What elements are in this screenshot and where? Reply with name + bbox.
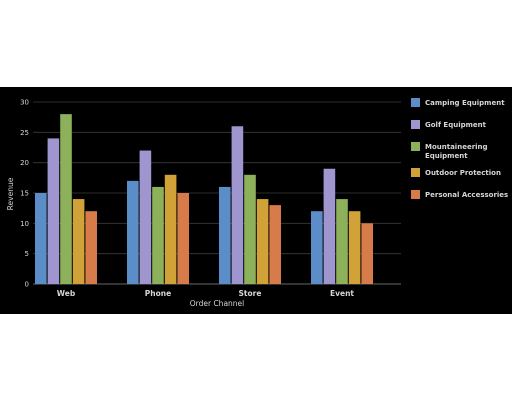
bar xyxy=(73,199,85,284)
legend-label: Outdoor Protection xyxy=(425,169,501,177)
bar xyxy=(219,187,231,284)
x-category-label: Web xyxy=(57,289,76,298)
y-tick-label: 20 xyxy=(20,159,29,167)
legend-label: Camping Equipment xyxy=(425,99,505,107)
legend: Camping Equipment Golf Equipment Mountaine… xyxy=(411,98,508,199)
bar xyxy=(336,199,348,284)
bar xyxy=(140,151,152,284)
bar xyxy=(177,193,189,284)
legend-swatch xyxy=(411,190,420,199)
bar xyxy=(60,114,72,284)
chart-panel: 0 5 10 15 20 25 30 Web Phone Store Event Revenue … xyxy=(0,87,512,314)
x-category-label: Store xyxy=(239,289,262,298)
bar xyxy=(361,223,373,284)
bar xyxy=(324,169,336,284)
bar xyxy=(244,175,256,284)
y-tick-label: 15 xyxy=(20,190,29,198)
legend-label: Mountaineering Equipment xyxy=(425,143,488,160)
y-tick-labels: 0 5 10 15 20 25 30 xyxy=(20,99,29,289)
legend-swatch xyxy=(411,142,420,151)
legend-label: Golf Equipment xyxy=(425,121,487,129)
legend-swatch xyxy=(411,120,420,129)
bar xyxy=(127,181,139,284)
y-tick-label: 5 xyxy=(25,250,29,258)
x-category-labels: Web Phone Store Event xyxy=(57,289,355,298)
bars xyxy=(35,114,373,284)
bar xyxy=(269,205,281,284)
bar xyxy=(48,138,60,284)
bar xyxy=(85,211,97,284)
bar xyxy=(257,199,269,284)
y-axis-title: Revenue xyxy=(6,177,15,210)
bar xyxy=(165,175,177,284)
bar xyxy=(349,211,361,284)
y-tick-label: 30 xyxy=(20,99,29,107)
x-axis-title: Order Channel xyxy=(190,299,245,308)
x-category-label: Phone xyxy=(145,289,171,298)
legend-swatch xyxy=(411,98,420,107)
legend-swatch xyxy=(411,168,420,177)
bar xyxy=(232,126,244,284)
legend-label: Personal Accessories xyxy=(425,191,508,199)
bar xyxy=(152,187,164,284)
y-tick-label: 10 xyxy=(20,220,29,228)
bar xyxy=(35,193,47,284)
x-category-label: Event xyxy=(330,289,354,298)
y-tick-label: 0 xyxy=(25,281,29,289)
bar xyxy=(311,211,323,284)
y-tick-label: 25 xyxy=(20,129,29,137)
